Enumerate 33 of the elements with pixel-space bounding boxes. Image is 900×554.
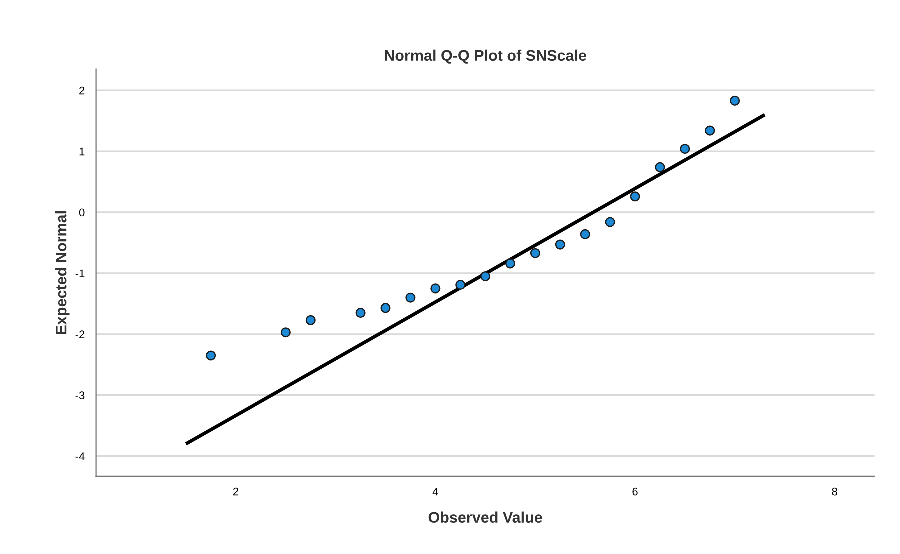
point xyxy=(380,303,391,314)
point xyxy=(456,280,466,290)
point xyxy=(655,162,666,172)
y-axis-title: Expected Normal xyxy=(56,212,70,334)
chart-title: Normal Q-Q Plot of SNScale xyxy=(385,50,586,64)
x-tick-label: 4 xyxy=(432,488,438,496)
y-tick-label: -1 xyxy=(76,270,85,278)
point xyxy=(206,350,216,361)
x-axis-title: Observed Value xyxy=(428,512,542,524)
point xyxy=(406,292,416,303)
point xyxy=(730,96,740,106)
point xyxy=(505,258,516,269)
y-tick-label: -2 xyxy=(76,330,85,338)
x-tick-label: 2 xyxy=(234,488,239,496)
y-tick-label: 2 xyxy=(80,86,85,95)
point xyxy=(630,192,640,202)
point xyxy=(280,328,291,338)
point xyxy=(356,308,366,318)
x-tick-label: 6 xyxy=(632,488,638,496)
y-tick-label: -3 xyxy=(76,392,85,400)
y-tick-label: 1 xyxy=(80,148,85,156)
point xyxy=(555,240,566,250)
point xyxy=(480,271,491,282)
point xyxy=(605,217,616,228)
point xyxy=(705,126,716,136)
point xyxy=(530,248,540,258)
point xyxy=(580,229,590,240)
point xyxy=(306,315,316,326)
point xyxy=(430,284,441,294)
y-tick-label: -4 xyxy=(76,452,85,460)
point xyxy=(680,144,690,154)
x-tick-label: 8 xyxy=(832,488,838,496)
y-tick-label: 0 xyxy=(79,208,85,217)
